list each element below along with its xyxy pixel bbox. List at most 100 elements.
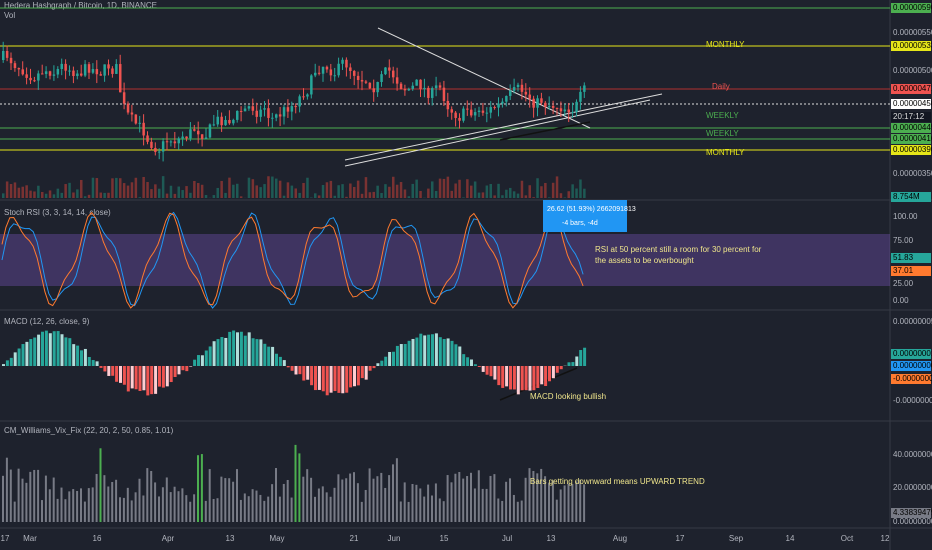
candle-body — [60, 63, 63, 70]
candle-body — [150, 141, 153, 148]
macd-bar — [80, 350, 83, 366]
volume-bar — [548, 197, 551, 198]
candle-body — [501, 101, 504, 104]
vix-bar — [540, 468, 543, 522]
macd-bar — [142, 366, 146, 391]
macd-bar — [224, 337, 228, 366]
axis-label: 4.33839479 — [893, 508, 932, 517]
volume-bar — [95, 178, 99, 198]
macd-bar — [345, 366, 349, 393]
vix-bar — [528, 468, 531, 522]
volume-bar — [68, 182, 71, 198]
macd-bar — [56, 331, 60, 366]
time-label: Aug — [613, 534, 627, 543]
candle-body — [138, 122, 141, 124]
axis-label-box — [891, 84, 931, 94]
macd-bar — [575, 356, 579, 366]
candle-body — [154, 147, 157, 152]
time-label: Oct — [841, 534, 854, 543]
macd-bar — [462, 354, 466, 366]
stoch-title: Stoch RSI (3, 3, 14, 14, close) — [4, 208, 111, 217]
macd-bar — [185, 366, 189, 372]
vix-bar — [91, 487, 94, 522]
candle-body — [119, 64, 122, 93]
candle-body — [44, 71, 48, 74]
candle-body — [392, 70, 395, 78]
vix-bar — [524, 477, 527, 522]
volume-bar — [501, 195, 504, 198]
candle-body — [282, 107, 286, 117]
macd-bar — [263, 343, 267, 366]
macd-bar — [154, 366, 158, 394]
time-label: Mar — [23, 534, 37, 543]
candle-body — [115, 64, 118, 74]
candle-body — [407, 88, 411, 91]
volume-bar — [551, 182, 555, 198]
vix-bar — [267, 496, 270, 522]
volume-bar — [341, 184, 344, 198]
volume-bar — [161, 176, 165, 198]
vix-bar — [146, 468, 149, 522]
candle-body — [294, 106, 297, 108]
macd-bar — [407, 340, 411, 366]
candle-body — [477, 110, 481, 113]
macd-bar — [87, 356, 91, 366]
candle-body — [395, 77, 399, 84]
volume-bar — [532, 197, 535, 198]
vix-bar — [220, 476, 223, 522]
axis-label: 0.00000000 — [893, 361, 932, 370]
candle-body — [434, 85, 438, 89]
macd-bar — [275, 353, 278, 366]
candle-body — [197, 130, 200, 135]
volume-bar — [251, 179, 255, 198]
volume-bar — [353, 186, 356, 198]
vix-bar — [263, 500, 266, 522]
axis-label: 0.00000450 — [893, 99, 932, 108]
volume-bar — [173, 193, 177, 198]
tooltip-text: 26.62 (51.93%) 2662091813 — [547, 206, 636, 213]
axis-label-box — [891, 192, 931, 202]
vix-bar — [446, 475, 449, 522]
volume-bar — [286, 182, 290, 198]
candle-body — [583, 85, 586, 92]
volume-bar — [48, 190, 52, 198]
macd-bar — [454, 344, 458, 366]
candle-body — [372, 88, 375, 93]
candle-body — [17, 68, 21, 70]
volume-bar — [493, 195, 496, 198]
vix-bar — [68, 491, 71, 522]
candle-body — [255, 110, 258, 117]
volume-bar — [216, 187, 219, 198]
time-label: 21 — [350, 534, 359, 543]
volume-bar — [434, 191, 438, 198]
candle-body — [146, 135, 149, 142]
candle-body — [509, 90, 512, 96]
candle-body — [111, 68, 114, 74]
axis-label: 0.00000001 — [893, 349, 932, 358]
volume-bar — [239, 196, 243, 198]
vix-bar — [243, 493, 246, 522]
time-label: 15 — [440, 534, 449, 543]
vix-bar — [119, 497, 121, 522]
candle-body — [263, 108, 266, 110]
volume-bar — [317, 195, 321, 198]
volume-bar — [528, 185, 531, 198]
vix-bar — [509, 478, 511, 522]
macd-bar — [111, 366, 115, 376]
vix-bar — [29, 471, 32, 522]
vix-bar — [548, 482, 550, 522]
macd-bar — [181, 366, 185, 371]
candle-body — [567, 109, 570, 113]
macd-bar — [548, 366, 551, 382]
macd-bar — [150, 366, 154, 395]
time-label: 17 — [1, 534, 10, 543]
candle-body — [177, 138, 180, 144]
macd-bar — [247, 332, 251, 366]
volume-bar — [204, 195, 208, 198]
candle-body — [411, 85, 414, 89]
macd-bar — [44, 330, 48, 366]
macd-bar — [337, 366, 341, 393]
macd-bar — [559, 366, 563, 370]
vix-bar — [99, 448, 102, 522]
